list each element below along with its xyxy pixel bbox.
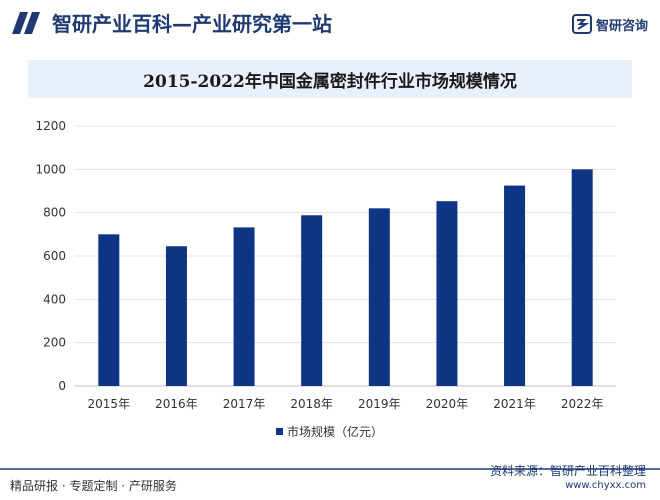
top-header: 智研产业百科—产业研究第一站 智研咨询 [0,0,660,46]
y-tick-label: 600 [43,249,66,263]
y-tick-label: 800 [43,206,66,220]
y-axis-ticks: 0 200 400 600 800 1000 1200 [35,119,66,393]
x-axis-ticks: 2015年 2016年 2017年 2018年 2019年 2020年 2021年 2022年 [88,397,604,411]
chart-title: 2015-2022年中国金属密封件行业市场规模情况 [143,71,517,92]
footer-services: 精品研报 · 专题定制 · 产研服务 [10,479,177,493]
logo: 智研咨询 [571,13,648,35]
bar-2022年 [571,169,593,386]
x-tick-label: 2021年 [493,397,536,411]
bar-2015年 [98,234,120,386]
x-tick-label: 2018年 [290,397,333,411]
footer-url: www.chyxx.com [565,480,646,491]
footer-divider [0,468,660,470]
x-tick-label: 2020年 [426,397,469,411]
logo-text: 智研咨询 [595,18,648,34]
bar-2016年 [165,246,187,386]
legend: 市场规模（亿元） [276,424,383,439]
footer-source: 资料来源：智研产业百科整理 [489,464,646,478]
y-tick-label: 1200 [35,119,66,133]
logo-icon [571,14,592,34]
x-tick-label: 2017年 [223,397,266,411]
bars [98,169,593,386]
site-title: 智研产业百科—产业研究第一站 [52,12,332,36]
bar-2017年 [233,227,255,386]
y-tick-label: 200 [43,336,66,350]
chart-title-bar: 2015-2022年中国金属密封件行业市场规模情况 [28,60,632,98]
y-tick-label: 1000 [35,162,66,176]
y-tick-label: 400 [43,292,66,306]
bar-2019年 [368,208,390,386]
legend-label: 市场规模（亿元） [287,424,383,439]
bar-2021年 [504,185,526,386]
bar-2020年 [436,201,458,386]
y-tick-label: 0 [58,379,66,393]
x-tick-label: 2015年 [88,397,131,411]
bar-2018年 [301,215,323,386]
x-tick-label: 2016年 [155,397,198,411]
grid-lines [75,125,616,387]
legend-swatch [276,428,283,435]
x-tick-label: 2019年 [358,397,401,411]
x-tick-label: 2022年 [561,397,604,411]
brand-stripes-icon [12,12,40,34]
